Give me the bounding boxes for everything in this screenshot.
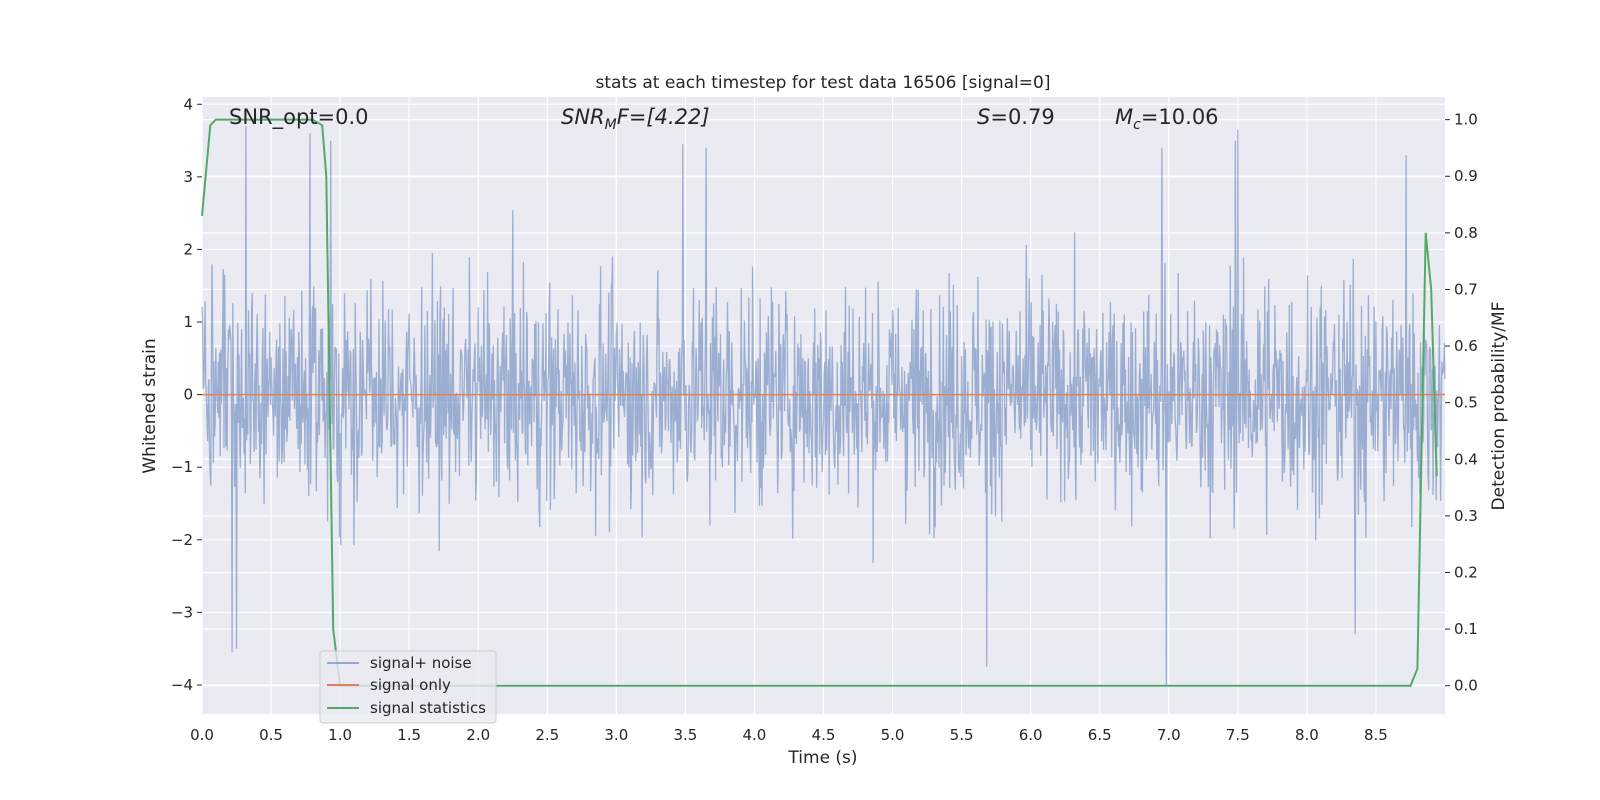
y-right-tick-label: 1.0 [1454, 111, 1478, 129]
annotation-mc-sub: c [1133, 117, 1141, 133]
annotation-snr-mf-sub: M [605, 117, 617, 133]
x-tick-label: 6.0 [1019, 726, 1043, 744]
x-tick-label: 2.5 [535, 726, 559, 744]
y-left-tick-label: −2 [171, 531, 193, 549]
y-right-tick-label: 0.0 [1454, 677, 1478, 695]
y-left-tick-label: 0 [183, 386, 193, 404]
chart-title: stats at each timestep for test data 165… [596, 73, 1051, 93]
y-right-tick-label: 0.2 [1454, 563, 1478, 581]
y-left-tick-label: −1 [171, 458, 193, 476]
annotation-s: S=0.79 [977, 105, 1055, 129]
y-right-tick-label: 0.8 [1454, 224, 1478, 242]
y-left-tick-labels: 4 3 2 1 0 −1 −2 −3 −4 [171, 95, 202, 694]
x-tick-label: 3.5 [673, 726, 697, 744]
x-tick-label: 1.0 [328, 726, 352, 744]
x-axis-label: Time (s) [787, 748, 857, 768]
x-tick-label: 2.0 [466, 726, 490, 744]
x-tick-label: 8.0 [1295, 726, 1319, 744]
y-left-tick-label: 2 [183, 240, 193, 258]
annotation-s-rest: =0.79 [990, 105, 1054, 129]
y-left-axis-label: Whitened strain [140, 338, 160, 473]
annotation-mc-rest: =10.06 [1141, 105, 1219, 129]
x-tick-label: 7.0 [1157, 726, 1181, 744]
x-tick-label: 1.5 [397, 726, 421, 744]
x-tick-label: 6.5 [1088, 726, 1112, 744]
x-tick-label: 0.0 [190, 726, 214, 744]
x-tick-label: 3.0 [604, 726, 628, 744]
y-right-tick-label: 0.4 [1454, 450, 1478, 468]
annotation-snr-mf-main: SNR [561, 105, 605, 129]
x-tick-label: 4.5 [812, 726, 836, 744]
y-left-tick-label: −3 [171, 603, 193, 621]
legend-box [319, 650, 497, 724]
y-right-tick-label: 0.3 [1454, 507, 1478, 525]
annotation-snr-opt: SNR_opt=0.0 [229, 105, 369, 130]
y-right-tick-label: 0.6 [1454, 337, 1478, 355]
y-right-tick-label: 0.9 [1454, 167, 1478, 185]
annotation-snr-mf-rest: F=[4.22] [617, 105, 710, 129]
y-right-tick-label: 0.7 [1454, 280, 1478, 298]
legend: signal+ noise signal only signal statist… [319, 650, 497, 724]
legend-label-signal-plus-noise: signal+ noise [370, 654, 472, 672]
x-tick-label: 4.0 [743, 726, 767, 744]
legend-label-signal-only: signal only [370, 676, 451, 694]
x-tick-labels: 0.0 0.5 1.0 1.5 2.0 2.5 3.0 3.5 4.0 4.5 5.0 5.5 6.0 6… [190, 726, 1388, 744]
annotation-mc: Mc=10.06 [1115, 105, 1219, 133]
series-signal-statistics [201, 118, 1438, 687]
y-left-tick-label: −4 [171, 676, 193, 694]
noise-line [201, 125, 1446, 686]
x-tick-label: 5.0 [881, 726, 905, 744]
x-tick-label: 7.5 [1226, 726, 1250, 744]
y-left-tick-label: 1 [183, 313, 193, 331]
y-left-tick-label: 4 [183, 95, 193, 113]
y-right-axis-label: Detection probability/MF [1489, 302, 1509, 511]
legend-label-signal-statistics: signal statistics [370, 699, 486, 717]
y-right-tick-label: 0.1 [1454, 620, 1478, 638]
x-tick-label: 0.5 [259, 726, 283, 744]
signal-statistics-line [201, 118, 1438, 687]
annotation-snr-mf: SNRMF=[4.22] [561, 105, 710, 133]
annotation-s-main: S [977, 105, 990, 129]
series-signal-plus-noise [201, 125, 1446, 686]
y-right-tick-labels: 1.0 0.9 0.8 0.7 0.6 0.5 0.4 0.3 0.2 0.1 0.0 [1445, 111, 1478, 695]
y-right-tick-label: 0.5 [1454, 394, 1478, 412]
annotation-mc-main: M [1115, 105, 1133, 129]
x-tick-label: 5.5 [950, 726, 974, 744]
x-tick-label: 8.5 [1364, 726, 1388, 744]
y-left-tick-label: 3 [183, 168, 193, 186]
